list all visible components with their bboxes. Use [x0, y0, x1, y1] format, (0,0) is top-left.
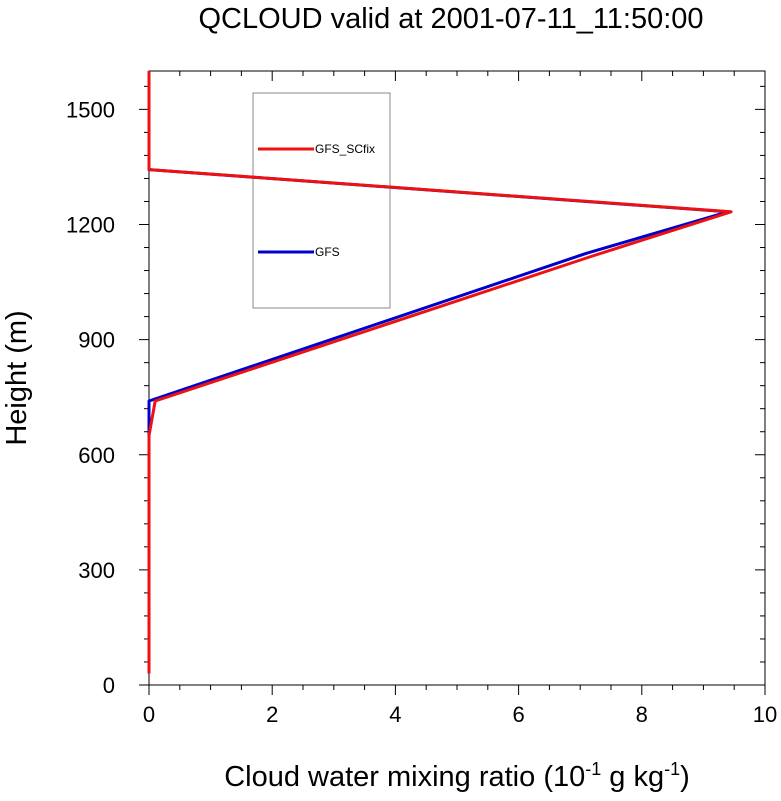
- y-tick-labels: 0 300 600 900 1200 1500: [66, 97, 115, 698]
- y-tick-label: 300: [78, 558, 115, 583]
- x-axis-title-prefix: Cloud water mixing ratio (10: [224, 761, 585, 793]
- y-axis-title: Height (m): [1, 310, 33, 445]
- series-line-gfs: [147, 71, 730, 674]
- x-axis-title-sup2: -1: [664, 759, 680, 779]
- x-tick-label: 4: [389, 702, 401, 727]
- x-tick-label: 6: [512, 702, 524, 727]
- y-tick-label: 0: [103, 673, 115, 698]
- series-layer: [147, 71, 733, 674]
- y-tick-label: 1200: [66, 213, 115, 238]
- y-tick-label: 900: [78, 328, 115, 353]
- series-line-gfs-scfix: [147, 71, 733, 674]
- x-tick-label: 0: [143, 702, 155, 727]
- y-tick-label: 600: [78, 443, 115, 468]
- x-axis-title-middle: g kg: [601, 761, 664, 793]
- legend-label-gfs: GFS: [315, 245, 340, 259]
- x-tick-label: 8: [636, 702, 648, 727]
- x-tick-label: 10: [753, 702, 777, 727]
- x-axis-title-suffix: ): [680, 761, 690, 793]
- axis-ticks: [139, 71, 766, 695]
- x-tick-labels: 0 2 4 6 8 10: [143, 702, 777, 727]
- x-axis-title-sup1: -1: [585, 759, 601, 779]
- chart-title: QCLOUD valid at 2001-07-11_11:50:00: [198, 3, 703, 35]
- legend: GFS_SCfix GFS: [252, 92, 391, 309]
- plot-frame: [148, 70, 766, 686]
- legend-box: [252, 92, 391, 309]
- y-tick-label: 1500: [66, 97, 115, 122]
- x-tick-label: 2: [266, 702, 278, 727]
- legend-label-gfs-scfix: GFS_SCfix: [315, 142, 375, 156]
- x-axis-title: Cloud water mixing ratio (10-1 g kg-1): [224, 759, 690, 793]
